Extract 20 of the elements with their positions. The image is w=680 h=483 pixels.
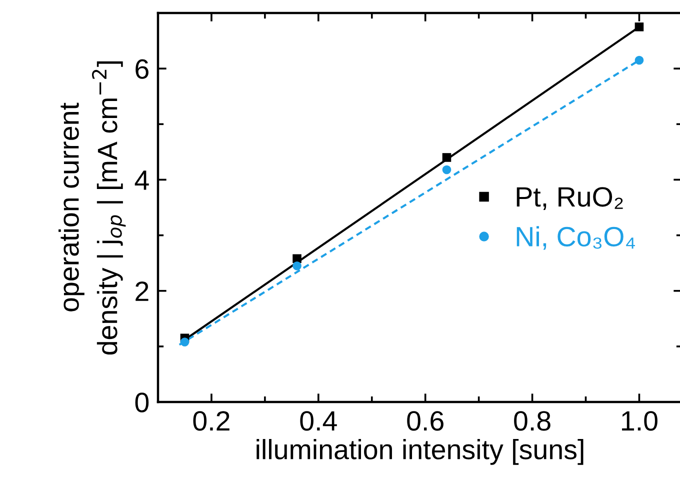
y-tick-label: 6 (136, 59, 148, 79)
legend-label: Ni, Co₃O₄ (516, 226, 635, 250)
y-tick-label: 2 (136, 282, 148, 301)
y-tick-label: 4 (134, 170, 149, 190)
point (442, 165, 452, 174)
point (634, 22, 644, 32)
legend-label: Pt, RuO₂ (516, 187, 623, 210)
point (292, 254, 302, 264)
x-tick-label: 0.6 (407, 411, 444, 431)
x-tick-label: 0.8 (514, 411, 550, 431)
point (442, 153, 452, 162)
y-tick-label: 0 (135, 392, 149, 412)
point (292, 261, 302, 270)
point (180, 338, 190, 346)
point (634, 56, 644, 65)
x-tick-label: 0.2 (193, 411, 230, 431)
y-axis-title: operation current density | j$_{op}$ | [mA cm$^{−2}$] (58, 61, 126, 355)
x-tick-label: 1.0 (622, 411, 658, 431)
x-tick-label: 0.4 (300, 411, 337, 431)
x-axis-title: illumination intensity [suns] (256, 439, 584, 465)
